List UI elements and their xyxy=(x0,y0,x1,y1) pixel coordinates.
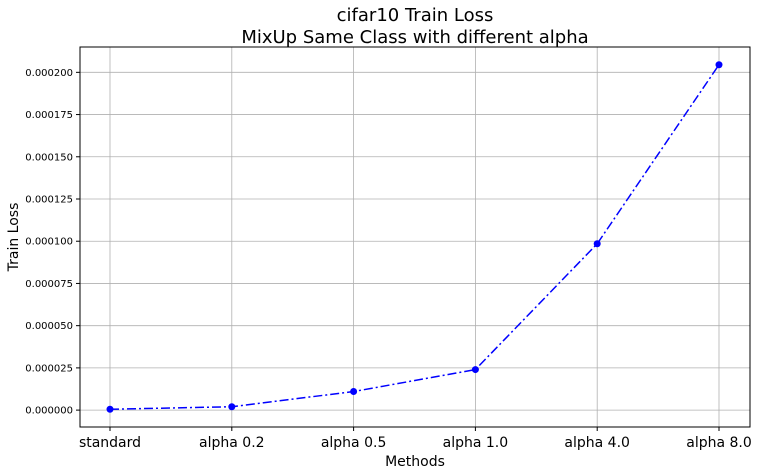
y-tick-label: 0.000075 xyxy=(25,279,73,290)
y-tick-label: 0.000125 xyxy=(25,195,73,206)
y-tick-label: 0.000025 xyxy=(25,363,73,374)
y-tick-label: 0.000150 xyxy=(25,152,73,163)
y-axis-label: Train Loss xyxy=(6,203,22,273)
x-tick-label: alpha 0.2 xyxy=(199,435,265,451)
x-tick-label: alpha 8.0 xyxy=(686,435,752,451)
series-line xyxy=(109,64,720,411)
x-tick-label: standard xyxy=(79,435,141,451)
plot-frame xyxy=(79,46,751,428)
y-tick-label: 0.000050 xyxy=(25,321,73,332)
chart-subtitle: MixUp Same Class with different alpha xyxy=(241,27,588,48)
chart-title: cifar10 Train Loss xyxy=(337,5,494,26)
y-tick-label: 0.000000 xyxy=(25,406,73,417)
x-axis-ticks: standard alpha 0.2 alpha 0.5 alpha 1.0 alpha… xyxy=(79,427,752,451)
x-tick-label: alpha 0.5 xyxy=(321,435,387,451)
data-point xyxy=(593,240,601,248)
y-tick-label: 0.000175 xyxy=(25,110,73,121)
data-point xyxy=(228,403,236,411)
x-axis-label: Methods xyxy=(385,454,445,470)
grid-lines xyxy=(80,47,750,427)
y-tick-label: 0.000100 xyxy=(25,237,73,248)
x-tick-label: alpha 1.0 xyxy=(443,435,509,451)
data-point xyxy=(471,366,479,374)
y-axis-ticks: 0.000000 0.000025 0.000050 0.000075 0.000100… xyxy=(25,68,80,417)
data-point xyxy=(350,388,358,396)
data-point xyxy=(715,61,723,69)
y-tick-label: 0.000200 xyxy=(25,68,73,79)
x-tick-label: alpha 4.0 xyxy=(564,435,630,451)
series-layer xyxy=(106,61,723,413)
data-point xyxy=(106,405,114,413)
